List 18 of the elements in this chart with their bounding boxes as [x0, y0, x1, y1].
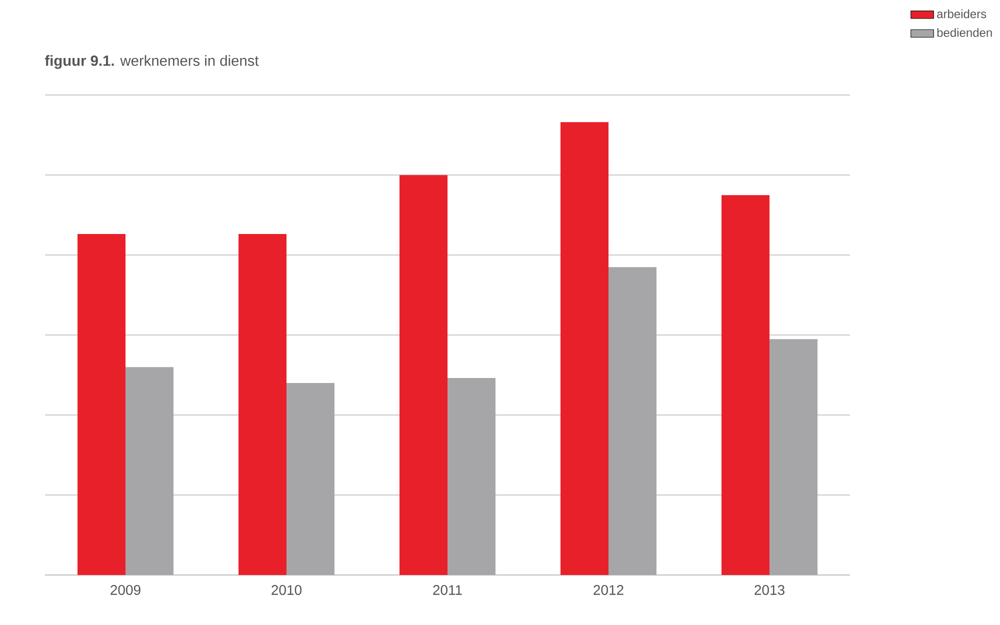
bar — [126, 367, 174, 575]
legend-label: bedienden — [937, 28, 992, 37]
bar — [770, 339, 818, 575]
x-tick-label: 2013 — [754, 585, 784, 595]
legend-label: arbeiders — [937, 9, 986, 18]
x-tick-label: 2009 — [110, 585, 140, 595]
bar — [238, 234, 286, 575]
bar — [722, 195, 770, 575]
bar — [400, 175, 448, 575]
x-tick-label: 2012 — [594, 585, 624, 595]
bar — [448, 378, 496, 575]
bar — [560, 122, 608, 575]
bar — [608, 267, 657, 575]
bar — [286, 383, 334, 575]
x-tick-label: 2010 — [272, 585, 302, 595]
x-tick-label: 2011 — [433, 585, 462, 595]
chart-title: figuur 9.1. werknemers in dienst — [44, 55, 259, 69]
bar — [78, 234, 126, 575]
